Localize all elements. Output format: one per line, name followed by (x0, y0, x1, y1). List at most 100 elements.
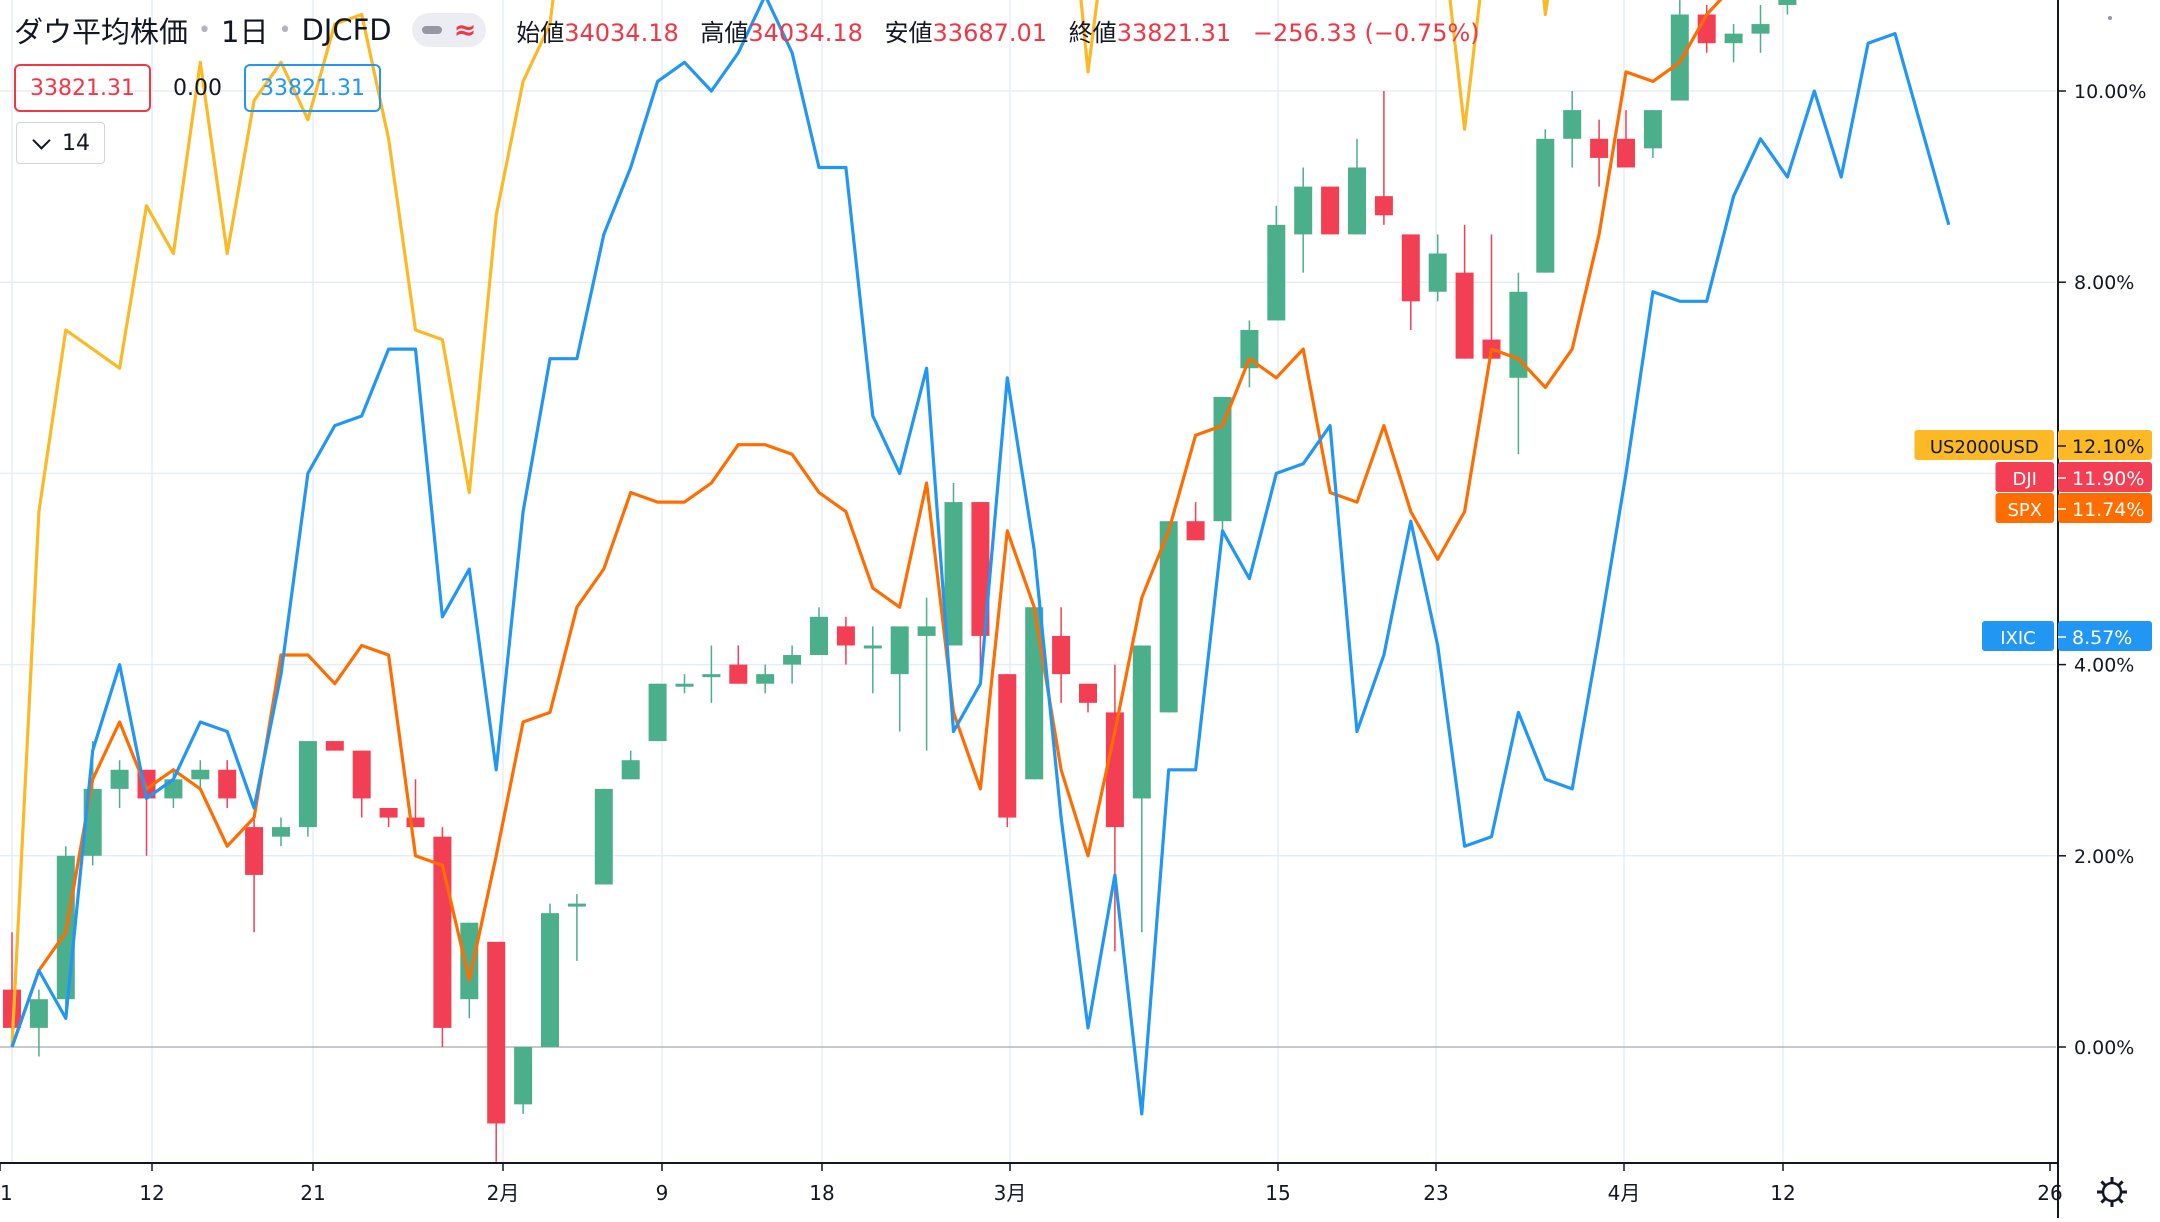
candle-body (944, 502, 963, 646)
open-label: 始値 (516, 18, 565, 47)
candle-body (29, 999, 48, 1028)
series-name-text: DJI (2013, 469, 2037, 490)
candle-body (998, 674, 1017, 818)
candle-body (1348, 167, 1366, 235)
series-value-text: 8.57% (2072, 627, 2132, 649)
candle-body (1563, 110, 1582, 139)
eye-off-icon[interactable] (421, 26, 442, 34)
separator-dot: • (278, 17, 292, 43)
buy-price-box[interactable]: 33821.31 (243, 64, 381, 112)
change-value: −256.33 (−0.75%) (1252, 18, 1480, 47)
candle-body (756, 674, 775, 684)
series-line-us2000usd (10, 0, 1550, 1048)
candle-body (890, 626, 909, 675)
series-axis-label-ixic: IXIC 8.57% (1982, 621, 2152, 651)
series-name-tag (1914, 430, 2054, 460)
settings-gear-icon[interactable] (2097, 1177, 2127, 1207)
y-tick-label: 0.00% (2074, 1037, 2134, 1059)
y-tick-label: 8.00% (2074, 272, 2134, 294)
candle-body (594, 788, 613, 885)
wave-icon[interactable]: ≈ (453, 14, 477, 46)
candle-body (1428, 253, 1447, 292)
x-tick-label: 21 (300, 1181, 325, 1205)
candle-body (1321, 186, 1340, 235)
candle-body (460, 922, 479, 1000)
low-value: 33687.01 (932, 18, 1048, 47)
gear-ring (2101, 1181, 2123, 1203)
candle-body (110, 769, 129, 789)
price-values-row: 33821.31 0.00 33821.31 (14, 64, 381, 112)
series-name-text: US2000USD (1930, 437, 2039, 458)
x-tick-label: 9 (656, 1181, 669, 1205)
candle-body (1724, 33, 1743, 44)
high-value: 34034.18 (748, 18, 863, 47)
candle-body (648, 683, 667, 742)
candle-body (810, 616, 828, 656)
indicators-collapse-button[interactable]: 14 (16, 122, 105, 164)
candle-body (1590, 138, 1609, 158)
series-axis-label-us2000usd: US2000USD 12.10% (1914, 430, 2152, 460)
sell-price-box[interactable]: 33821.31 (14, 64, 151, 112)
x-tick-label: 4月 (1608, 1181, 1641, 1205)
candle-body (325, 741, 344, 751)
x-tick-label: 23 (1423, 1181, 1448, 1205)
candle-body (1294, 186, 1313, 235)
chart-header: ダウ平均株価 • 1日 • DJCFD ≈ 始値34034.18 高値34034… (14, 8, 1494, 52)
x-tick-label: 18 (809, 1181, 834, 1205)
y-axis-ticks: 20.00%18.00%16.00%14.00%12.00%10.00%8.00… (2058, 81, 2146, 1059)
candle-body (783, 655, 802, 665)
interval-label[interactable]: 1日 (221, 15, 269, 49)
candle-body (1267, 224, 1286, 321)
series-value-text: 12.10% (2072, 436, 2144, 458)
series-value-text: 11.74% (2072, 499, 2144, 521)
visibility-toggle-group[interactable]: ≈ (411, 13, 487, 47)
open-value: 34034.18 (564, 18, 679, 47)
candle-body (1617, 138, 1635, 168)
series-name-tag (1995, 493, 2054, 523)
candle-body (729, 664, 748, 684)
exchange-label[interactable]: DJCFD (301, 13, 392, 47)
candle-body (218, 769, 237, 799)
series-line-spx (10, 0, 1723, 1048)
x-tick-label: 3月 (994, 1181, 1027, 1205)
x-axis-ticks: 21 12 21 2月 9 18 3月 15 23 4月 12 26 (0, 1163, 2063, 1205)
series-value-tag (2058, 462, 2152, 492)
series-value-text: 11.90% (2072, 468, 2144, 490)
close-value: 33821.31 (1116, 18, 1232, 47)
candle-body (191, 769, 210, 780)
candle-body (541, 913, 559, 1047)
candle-body (1132, 645, 1151, 799)
candle-body (621, 760, 640, 780)
corner-dot (2108, 16, 2112, 20)
candle-body (1052, 635, 1071, 675)
candle-body (1105, 712, 1124, 828)
candle-body (352, 750, 371, 799)
candle-body (1536, 138, 1555, 273)
dji-candles (3, 0, 1797, 1162)
series-value-tag (2058, 430, 2152, 460)
candle-body (1186, 521, 1205, 541)
series-axis-label-dji: DJI 11.90% (1995, 462, 2152, 492)
candle-body (1670, 14, 1689, 101)
separator-dot: • (198, 17, 211, 43)
candle-body (514, 1047, 533, 1105)
grid-lines (0, 0, 2056, 1163)
candle-body (1079, 683, 1097, 703)
series-name-tag (1995, 462, 2054, 492)
candle-body (1025, 607, 1044, 780)
series-value-tag (2058, 621, 2152, 651)
low-label: 安値 (884, 18, 933, 47)
x-tick-label: 21 (0, 1181, 13, 1205)
series-line-ixic (10, 0, 1951, 1116)
x-tick-label: 15 (1265, 1181, 1290, 1205)
symbol-title[interactable]: ダウ平均株価 (14, 15, 189, 49)
candle-body (1455, 272, 1474, 359)
candle-body (1213, 396, 1232, 522)
candle-body (272, 827, 290, 837)
candle-body (863, 645, 882, 649)
y-tick-label: 4.00% (2074, 655, 2134, 677)
series-value-tag (2058, 493, 2152, 523)
candle-body (487, 941, 506, 1124)
